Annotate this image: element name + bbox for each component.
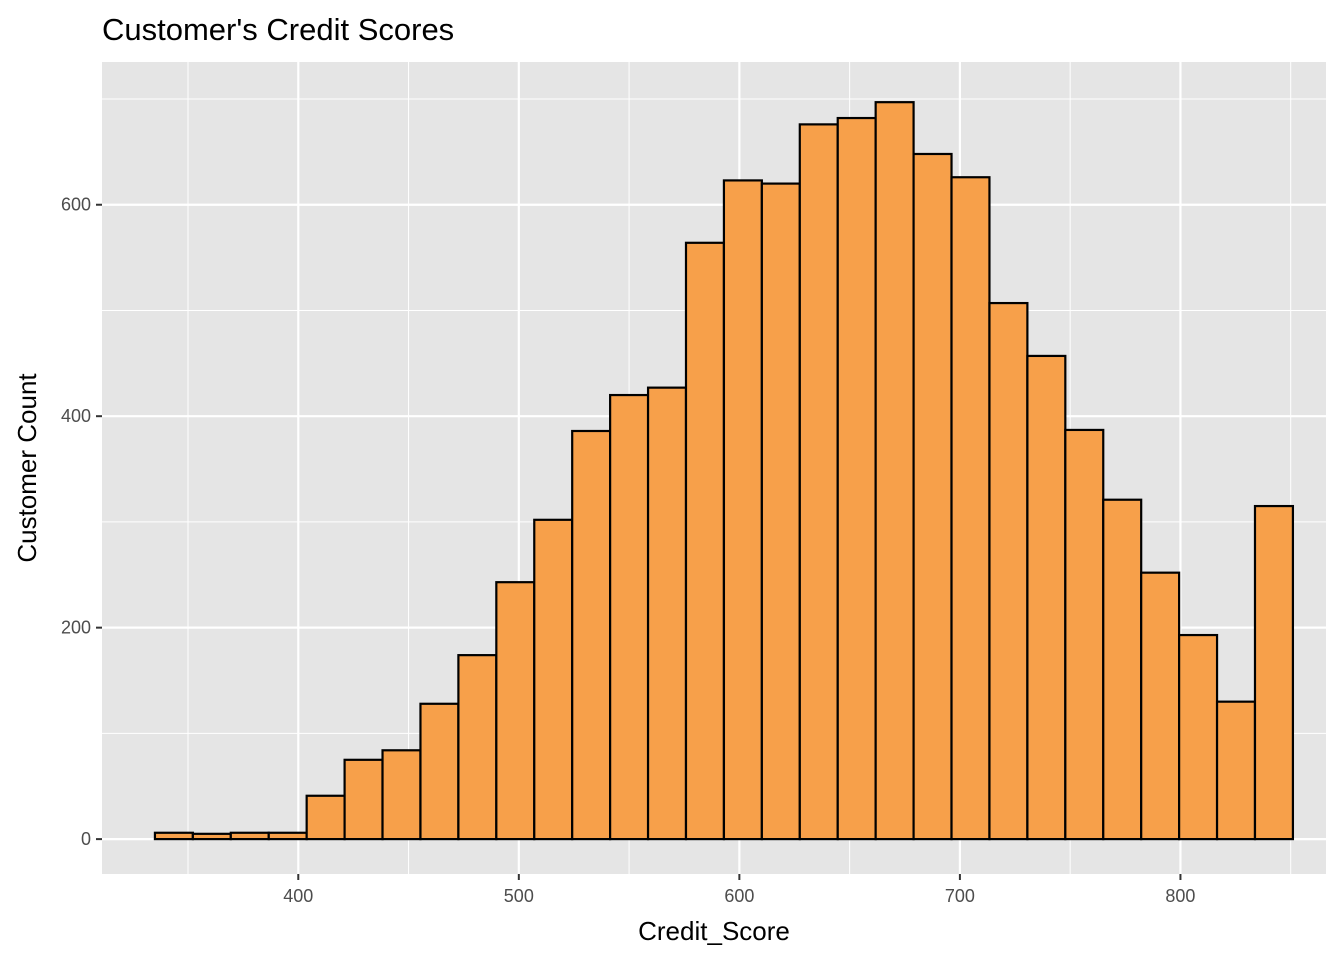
- histogram-bar: [798, 123, 839, 841]
- x-axis-ticks: 400 500 600 700 800: [283, 874, 1195, 906]
- x-tick-label: 700: [945, 886, 975, 906]
- histogram-bar: [1064, 428, 1105, 841]
- histogram-bar: [646, 386, 688, 841]
- histogram-bars: [153, 101, 1295, 841]
- histogram-bar: [1102, 498, 1143, 841]
- histogram-bar: [533, 518, 574, 841]
- histogram-bar: [229, 831, 270, 841]
- y-tick-label: 0: [81, 829, 91, 849]
- histogram-bar: [1026, 354, 1067, 841]
- histogram-bar: [305, 794, 346, 841]
- histogram-bar: [267, 831, 308, 841]
- y-tick-label: 200: [61, 618, 91, 638]
- histogram-bar: [1140, 571, 1181, 841]
- histogram-bar: [988, 301, 1029, 841]
- histogram-bar: [381, 749, 422, 841]
- histogram-bar: [153, 831, 194, 841]
- histogram-bar: [495, 581, 536, 841]
- histogram-bar: [722, 179, 763, 841]
- x-tick-label: 600: [724, 886, 754, 906]
- x-tick-label: 500: [504, 886, 534, 906]
- y-axis-ticks: 0 200 400 600: [61, 195, 102, 849]
- histogram-bar: [571, 429, 612, 841]
- x-tick-label: 400: [283, 886, 313, 906]
- x-tick-label: 800: [1165, 886, 1195, 906]
- histogram-bar: [950, 176, 991, 841]
- chart-title: Customer's Credit Scores: [102, 12, 454, 47]
- histogram-bar: [191, 832, 232, 841]
- histogram-bar: [1178, 633, 1219, 841]
- histogram-bar: [836, 116, 877, 841]
- histogram-bar: [760, 182, 801, 841]
- histogram-bar: [684, 241, 726, 841]
- histogram-bar: [457, 654, 498, 841]
- histogram-bar: [419, 702, 460, 841]
- histogram-bar: [874, 101, 915, 841]
- histogram-bar: [912, 152, 953, 841]
- y-tick-label: 400: [61, 406, 91, 426]
- y-axis-title: Customer Count: [12, 373, 42, 563]
- histogram-bar: [1215, 700, 1257, 841]
- y-tick-label: 600: [61, 195, 91, 215]
- histogram-bar: [609, 393, 650, 841]
- histogram-bar: [1253, 504, 1295, 841]
- histogram-bar: [343, 758, 384, 841]
- x-axis-title: Credit_Score: [638, 916, 790, 946]
